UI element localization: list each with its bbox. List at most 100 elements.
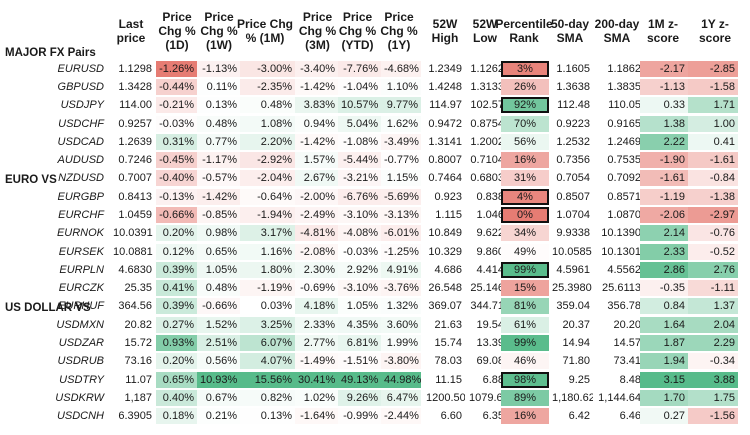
table-cell[interactable]: 1.4248 (428, 81, 462, 94)
column-header-price-chg-1y[interactable]: Price Chg % (1Y) (380, 10, 418, 52)
table-cell[interactable]: -3.10% (338, 280, 381, 296)
table-cell[interactable]: -1.25% (381, 243, 421, 260)
table-cell[interactable]: 1.10% (381, 79, 421, 96)
row-label-eurczk[interactable]: EURCZK (58, 282, 104, 294)
table-cell[interactable]: 114.97 (429, 99, 462, 112)
table-cell[interactable]: 6.42 (568, 410, 590, 422)
table-cell[interactable]: -3.13% (381, 207, 421, 224)
table-cell[interactable]: 0.33 (640, 97, 688, 114)
row-label-eurgbp[interactable]: EURGBP (57, 191, 104, 203)
column-header-price-chg-1w[interactable]: Price Chg % (1W) (200, 10, 238, 52)
table-cell[interactable]: 1,180.62 (552, 391, 593, 404)
table-cell[interactable]: 20.37 (562, 319, 590, 331)
row-label-eurchf[interactable]: EURCHF (58, 209, 104, 222)
table-cell[interactable]: 15% (501, 280, 549, 296)
table-cell[interactable]: 0.7464 (428, 172, 462, 185)
table-cell[interactable]: 15.56% (240, 371, 295, 388)
table-cell[interactable]: -6.01% (381, 225, 421, 242)
table-cell[interactable]: -1.61 (640, 170, 688, 187)
table-cell[interactable]: -1.64% (295, 408, 338, 424)
table-cell[interactable]: -3.40% (295, 61, 338, 77)
table-cell[interactable]: 110.05 (608, 99, 641, 112)
table-cell[interactable]: -3.76% (381, 280, 421, 296)
table-cell[interactable]: -4.68% (381, 61, 421, 77)
table-cell[interactable]: 6.81% (338, 335, 381, 352)
table-cell[interactable]: 0.12% (156, 243, 197, 260)
table-cell[interactable]: 11.07 (125, 373, 152, 386)
row-label-nzdusd[interactable]: NZDUSD (58, 172, 104, 185)
table-cell[interactable]: 26% (501, 79, 549, 96)
table-cell[interactable]: 25.146 (470, 282, 504, 294)
row-label-eurusd[interactable]: EURUSD (57, 63, 104, 75)
table-cell[interactable]: 0.13% (197, 97, 240, 114)
table-cell[interactable]: -1.17% (197, 152, 240, 168)
table-cell[interactable]: -0.64% (240, 189, 295, 205)
table-cell[interactable]: -0.45% (156, 152, 197, 168)
table-cell[interactable]: 30.41% (295, 371, 338, 388)
table-cell[interactable]: 3.83% (295, 97, 338, 114)
table-cell[interactable]: 0.9165 (607, 117, 641, 130)
column-header-52w-low[interactable]: 52W Low (472, 17, 498, 45)
table-cell[interactable]: 1.32% (381, 298, 421, 315)
row-label-usdmxn[interactable]: USDMXN (56, 319, 104, 331)
row-label-gbpusd[interactable]: GBPUSD (57, 81, 104, 94)
table-cell[interactable]: 1.2639 (118, 135, 152, 148)
table-cell[interactable]: 4.91% (381, 261, 421, 278)
table-cell[interactable]: 0.8571 (607, 191, 641, 203)
row-label-usdrub[interactable]: USDRUB (57, 355, 104, 368)
row-label-usdcnh[interactable]: USDCNH (56, 410, 104, 422)
table-cell[interactable]: 81% (501, 298, 549, 315)
table-cell[interactable]: 1.1605 (556, 63, 590, 75)
table-cell[interactable]: 2.14 (640, 225, 688, 242)
table-cell[interactable]: -1.13% (197, 61, 240, 77)
column-header-50-day-sma[interactable]: 50-day SMA (550, 17, 590, 45)
table-cell[interactable]: 1.2002 (470, 135, 504, 148)
table-cell[interactable]: 0.03% (240, 298, 295, 315)
table-cell[interactable]: 10.0391 (113, 227, 153, 240)
table-cell[interactable]: 1.38 (640, 115, 688, 132)
table-cell[interactable]: -2.92% (240, 152, 295, 168)
column-header-200-day-sma[interactable]: 200-day SMA (594, 17, 640, 45)
table-cell[interactable]: 0.838 (476, 191, 504, 203)
table-cell[interactable]: 1.99% (381, 335, 421, 352)
table-cell[interactable]: 1.00 (688, 115, 738, 132)
table-cell[interactable]: 16% (501, 408, 549, 424)
table-cell[interactable]: 4.686 (434, 263, 462, 276)
table-cell[interactable]: -1.08% (338, 133, 381, 150)
row-label-eurhuf[interactable]: EURHUF (58, 300, 104, 313)
table-cell[interactable]: 25.6113 (602, 282, 641, 294)
row-label-usdzar[interactable]: USDZAR (58, 337, 104, 350)
table-cell[interactable]: 0.94% (295, 115, 338, 132)
table-cell[interactable]: -2.06 (640, 207, 688, 224)
table-cell[interactable]: 14.57 (613, 337, 641, 350)
table-cell[interactable]: 0.27 (640, 408, 688, 424)
table-cell[interactable]: -1.11 (688, 280, 738, 296)
table-cell[interactable]: 1.80% (240, 261, 295, 278)
row-label-usdchf[interactable]: USDCHF (58, 117, 104, 130)
table-cell[interactable]: 1.0459 (118, 209, 152, 222)
column-header-1y-z-score[interactable]: 1Y z-score (698, 17, 732, 45)
table-cell[interactable]: -5.69% (381, 189, 421, 205)
table-cell[interactable]: 0.8754 (470, 117, 504, 130)
table-cell[interactable]: 73.16 (124, 355, 152, 368)
table-cell[interactable]: -1.49% (295, 353, 338, 370)
table-cell[interactable]: 0.65% (197, 243, 240, 260)
table-cell[interactable]: 10.0881 (113, 245, 153, 258)
table-cell[interactable]: 1.08% (240, 115, 295, 132)
table-cell[interactable]: 10.1390 (601, 227, 641, 240)
table-cell[interactable]: -0.76 (688, 225, 738, 242)
table-cell[interactable]: -0.66% (156, 207, 197, 224)
table-cell[interactable]: -1.58 (688, 79, 738, 96)
table-cell[interactable]: 1.115 (435, 209, 462, 222)
table-cell[interactable]: 3.60% (381, 317, 421, 333)
table-cell[interactable]: -0.52 (688, 243, 738, 260)
table-cell[interactable]: 0.7356 (556, 154, 590, 166)
table-cell[interactable]: 0.41% (156, 280, 197, 296)
percentile-highlight-cell[interactable]: 98% (501, 371, 549, 388)
table-cell[interactable]: 0.8007 (428, 154, 462, 166)
table-cell[interactable]: 2.33% (295, 317, 338, 333)
percentile-highlight-cell[interactable]: 3% (501, 61, 549, 77)
table-cell[interactable]: 1.02% (295, 389, 338, 406)
table-cell[interactable]: 21.63 (434, 319, 462, 331)
table-cell[interactable]: -1.19% (240, 280, 295, 296)
